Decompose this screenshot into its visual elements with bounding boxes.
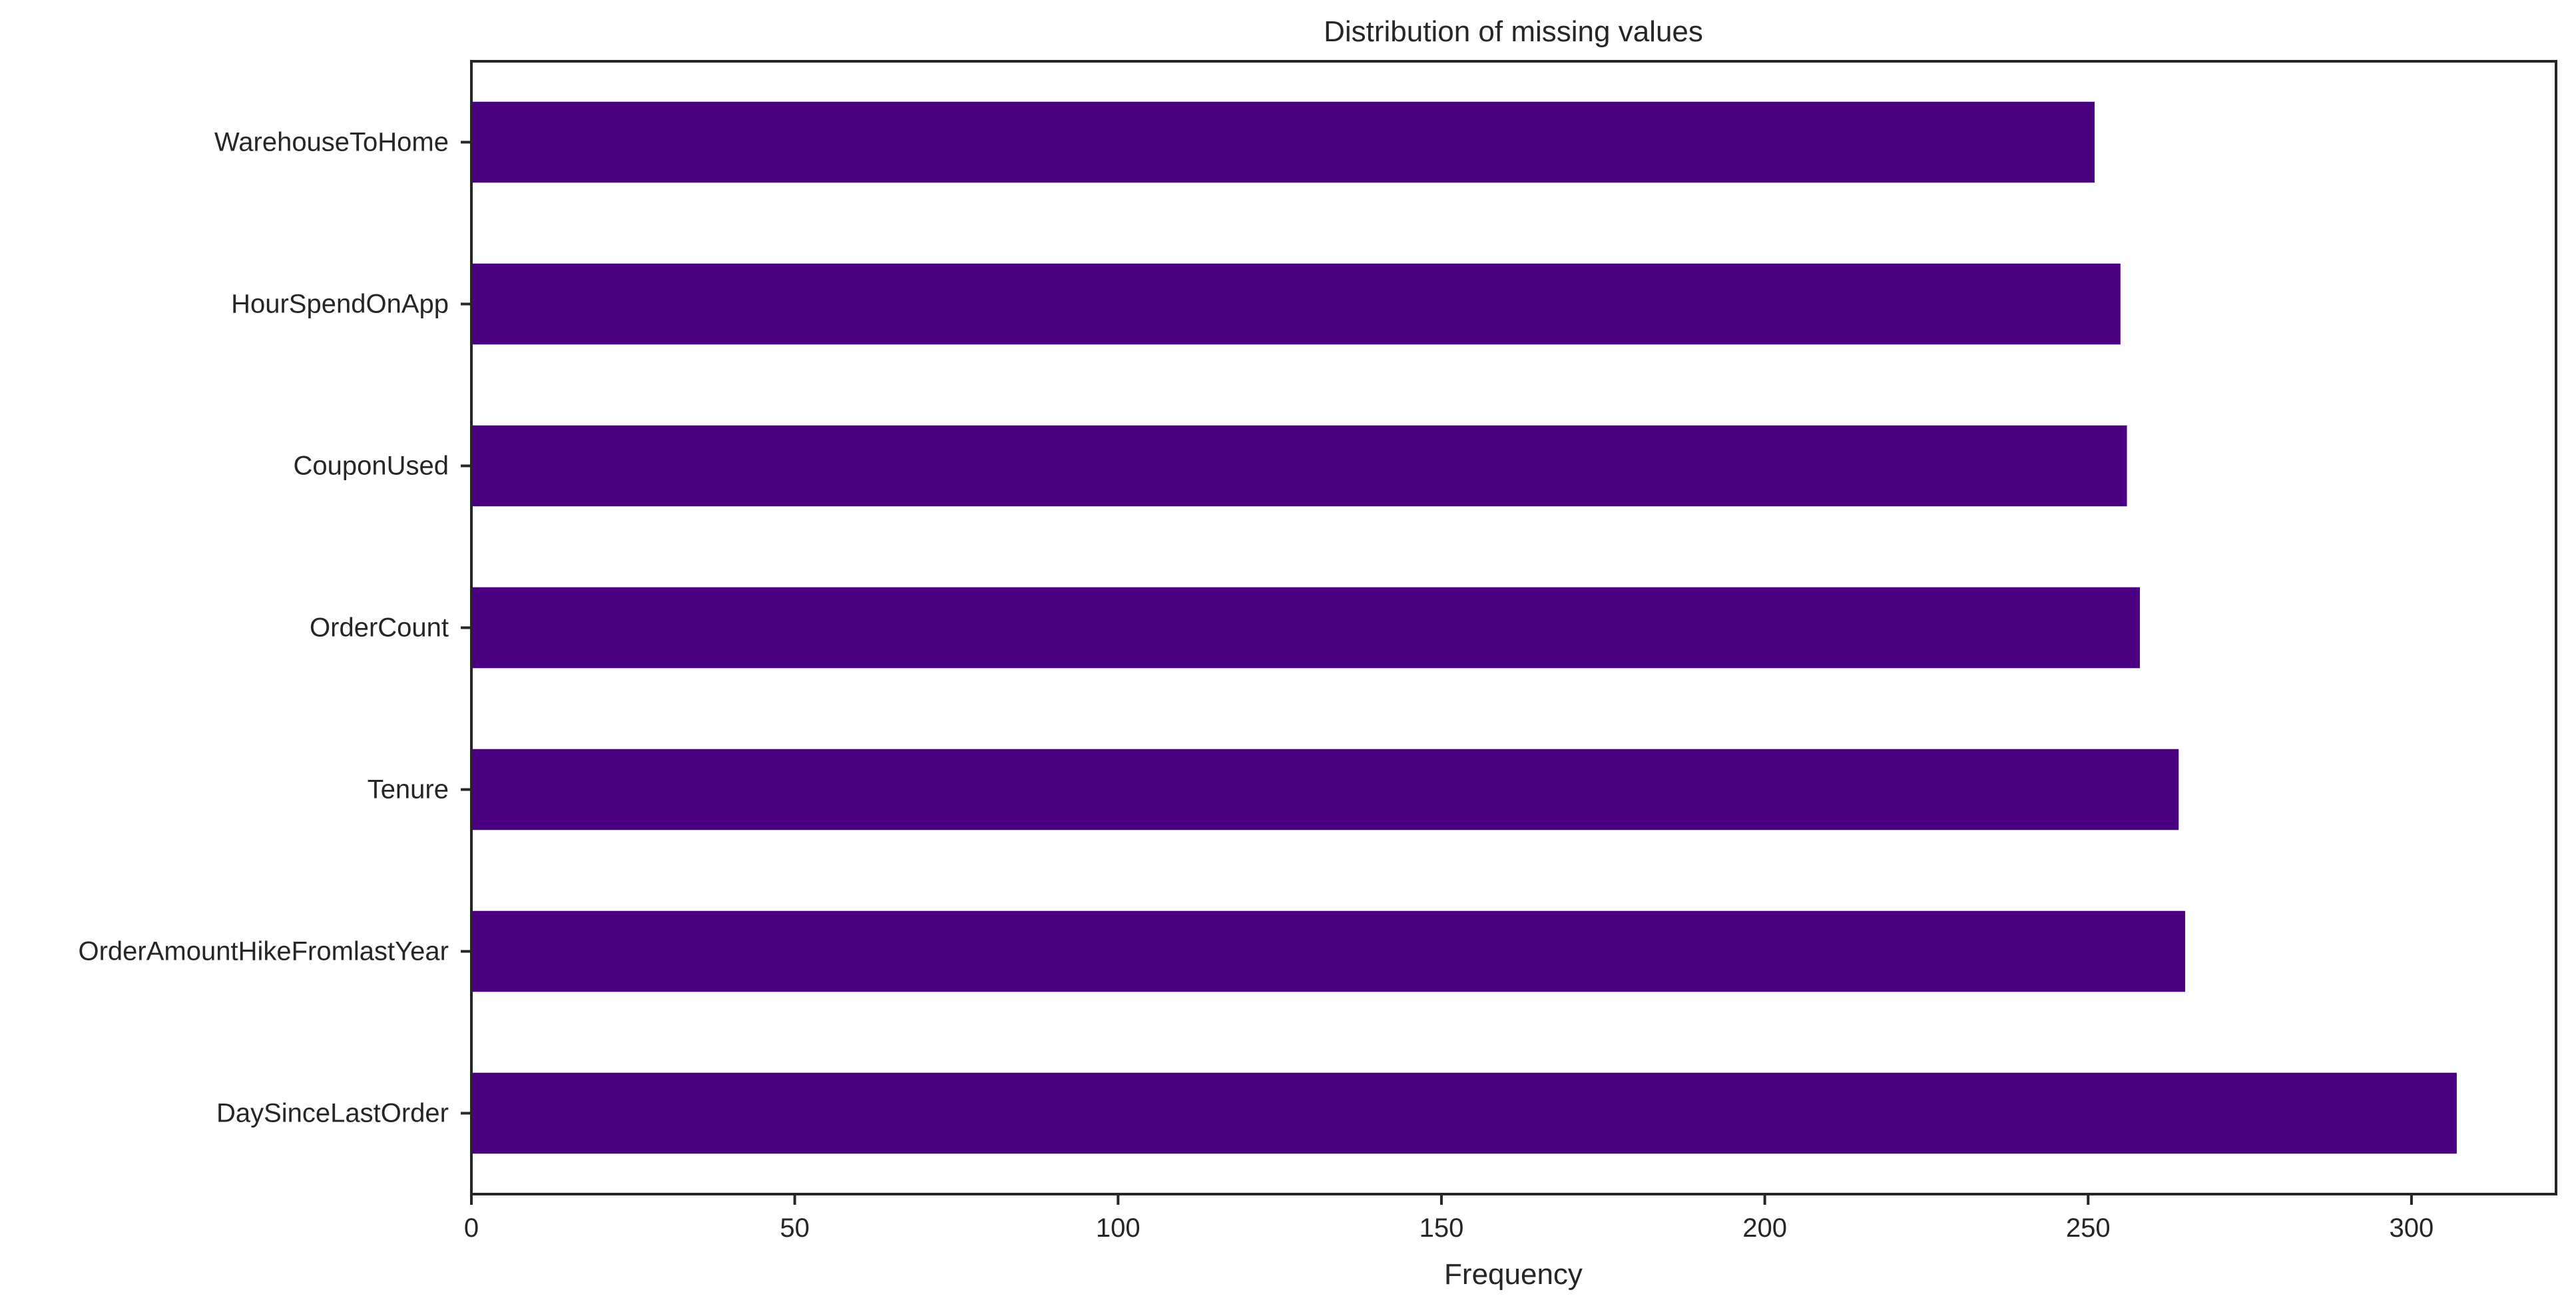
x-tick-label: 100	[1096, 1213, 1141, 1243]
y-tick-label: DaySinceLastOrder	[216, 1099, 449, 1128]
x-tick-label: 0	[464, 1213, 479, 1243]
bar-Tenure	[471, 749, 2179, 830]
x-axis: 0 50 100 150 200 250 300	[464, 1194, 2434, 1243]
x-axis-label: Frequency	[1444, 1258, 1583, 1291]
y-tick-label: HourSpendOnApp	[231, 290, 449, 319]
bar-DaySinceLastOrder	[471, 1072, 2457, 1154]
x-tick-label: 200	[1742, 1213, 1787, 1243]
bars-group	[471, 101, 2457, 1154]
x-tick-label: 150	[1419, 1213, 1464, 1243]
chart-title: Distribution of missing values	[1324, 15, 1703, 48]
bar-HourSpendOnApp	[471, 263, 2121, 345]
x-tick-label: 300	[2390, 1213, 2434, 1243]
y-tick-label: CouponUsed	[294, 452, 449, 481]
bar-OrderCount	[471, 587, 2140, 669]
y-tick-label: OrderAmountHikeFromlastYear	[78, 937, 449, 966]
x-tick-label: 250	[2066, 1213, 2111, 1243]
y-tick-label: WarehouseToHome	[214, 128, 449, 157]
y-tick-label: OrderCount	[310, 613, 449, 643]
y-tick-label: Tenure	[368, 775, 449, 805]
bar-WarehouseToHome	[471, 101, 2095, 183]
plot-frame	[470, 60, 2557, 1195]
bar-CouponUsed	[471, 425, 2127, 507]
bar-OrderAmountHikeFromlastYear	[471, 910, 2185, 992]
x-tick-label: 50	[780, 1213, 810, 1243]
y-axis: WarehouseToHome HourSpendOnApp CouponUsed O…	[78, 128, 471, 1128]
